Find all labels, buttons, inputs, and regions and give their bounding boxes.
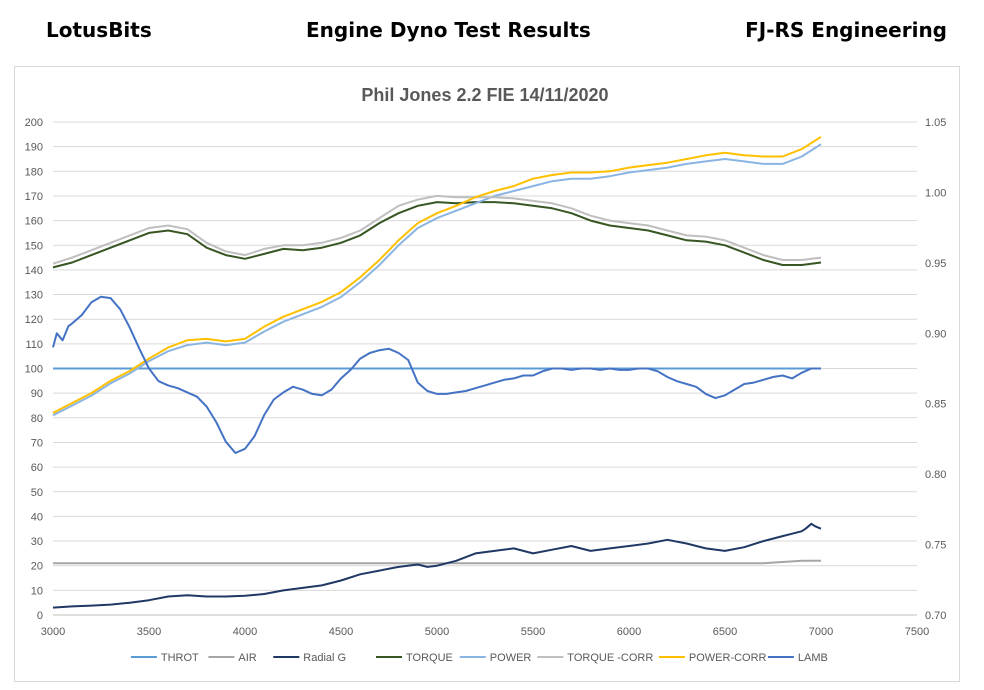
- legend-label: AIR: [238, 652, 256, 664]
- y-tick-label: 140: [25, 265, 43, 277]
- legend-label: Radial G: [303, 652, 346, 664]
- y-tick-label: 200: [25, 117, 43, 129]
- y2-tick-label: 0.75: [925, 540, 946, 552]
- chart-area: Phil Jones 2.2 FIE 14/11/2020 0 10 20 30 40 50…: [14, 66, 960, 682]
- x-tick-label: 5000: [425, 626, 449, 638]
- y2-tick-label: 0.80: [925, 469, 946, 481]
- series-line-power-corr: [52, 135, 822, 414]
- y-tick-label: 40: [31, 511, 43, 523]
- x-tick-label: 3500: [137, 626, 161, 638]
- y-tick-label: 60: [31, 462, 43, 474]
- legend-label: POWER: [490, 652, 532, 664]
- series-line-torque-corr: [52, 194, 822, 265]
- series-line-lamb: [52, 295, 821, 454]
- legend-label: THROT: [161, 652, 199, 664]
- y-tick-label: 90: [31, 388, 43, 400]
- y-tick-label: 10: [31, 585, 43, 597]
- y2-tick-label: 0.90: [925, 328, 946, 340]
- dyno-chart: Phil Jones 2.2 FIE 14/11/2020 0 10 20 30 40 50…: [25, 85, 947, 664]
- legend-label: POWER-CORR: [689, 652, 767, 664]
- y-tick-label: 170: [25, 191, 43, 203]
- y2-tick-label: 0.95: [925, 258, 946, 270]
- series-line-air: [53, 559, 821, 565]
- y-tick-label: 160: [25, 216, 43, 228]
- y-tick-label: 20: [31, 561, 43, 573]
- y-tick-label: 0: [37, 610, 43, 622]
- series-line-torque: [52, 201, 822, 269]
- x-tick-label: 6000: [617, 626, 641, 638]
- chart-title: Phil Jones 2.2 FIE 14/11/2020: [361, 85, 608, 105]
- y2-tick-label: 1.05: [925, 117, 946, 129]
- y-tick-label: 150: [25, 240, 43, 252]
- legend-label: LAMB: [798, 652, 828, 664]
- y-tick-label: 30: [31, 536, 43, 548]
- x-tick-label: 7500: [905, 626, 929, 638]
- x-tick-label: 3000: [41, 626, 65, 638]
- legend-label: TORQUE -CORR: [567, 652, 653, 664]
- y-tick-label: 120: [25, 314, 43, 326]
- legend-label: TORQUE: [406, 652, 453, 664]
- series-line-radial-g: [52, 522, 822, 609]
- y-tick-label: 110: [25, 339, 43, 351]
- y-tick-label: 50: [31, 487, 43, 499]
- y-tick-label: 190: [25, 142, 43, 154]
- brand-right: FJ-RS Engineering: [745, 18, 947, 42]
- x-tick-label: 7000: [809, 626, 833, 638]
- series-line-power: [52, 143, 822, 417]
- y-tick-label: 70: [31, 437, 43, 449]
- y-tick-label: 130: [25, 290, 43, 302]
- x-tick-label: 4500: [329, 626, 353, 638]
- x-tick-label: 6500: [713, 626, 737, 638]
- y-tick-label: 100: [25, 364, 43, 376]
- y-tick-label: 80: [31, 413, 43, 425]
- x-tick-label: 5500: [521, 626, 545, 638]
- page-heading: Engine Dyno Test Results: [306, 18, 591, 42]
- y2-tick-label: 1.00: [925, 187, 946, 199]
- x-tick-label: 4000: [233, 626, 257, 638]
- y-tick-label: 180: [25, 166, 43, 178]
- y2-tick-label: 0.85: [925, 399, 946, 411]
- brand-left: LotusBits: [46, 18, 152, 42]
- y2-tick-label: 0.70: [925, 610, 946, 622]
